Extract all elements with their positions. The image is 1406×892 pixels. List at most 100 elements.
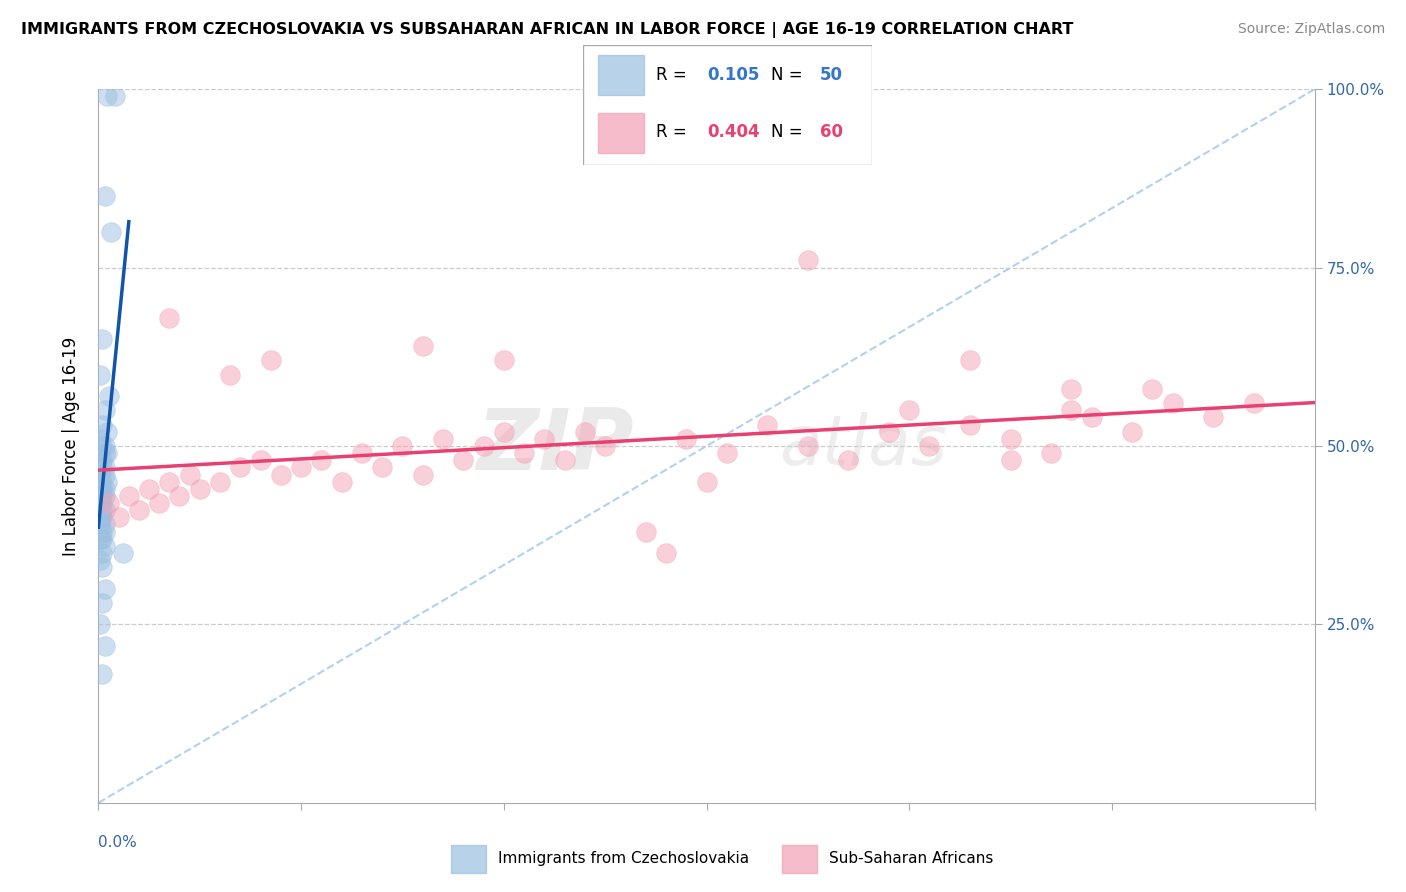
Point: [96, 425, 118, 439]
Point: [96, 89, 118, 103]
Point: [371, 460, 394, 475]
Point: [89, 467, 111, 482]
Point: [93, 524, 115, 539]
Point: [634, 524, 657, 539]
Point: [716, 446, 738, 460]
Point: [169, 489, 191, 503]
Point: [93, 639, 115, 653]
Point: [100, 225, 122, 239]
Point: [89, 517, 111, 532]
Point: [574, 425, 596, 439]
Point: [91, 417, 114, 432]
Point: [412, 339, 434, 353]
Text: atlas: atlas: [779, 412, 948, 480]
Point: [877, 425, 900, 439]
Point: [1000, 432, 1022, 446]
Point: [533, 432, 555, 446]
Point: [756, 417, 779, 432]
Text: Source: ZipAtlas.com: Source: ZipAtlas.com: [1237, 22, 1385, 37]
Point: [97, 389, 120, 403]
Point: [311, 453, 333, 467]
Text: ZIP: ZIP: [475, 404, 634, 488]
FancyBboxPatch shape: [583, 45, 872, 165]
Text: Immigrants from Czechoslovakia: Immigrants from Czechoslovakia: [498, 851, 749, 866]
Point: [1040, 446, 1063, 460]
Point: [157, 475, 180, 489]
Bar: [598, 55, 644, 95]
Point: [179, 467, 201, 482]
Point: [918, 439, 941, 453]
Point: [492, 425, 515, 439]
Point: [260, 353, 283, 368]
Point: [93, 539, 115, 553]
Point: [93, 517, 115, 532]
Text: 0.0%: 0.0%: [98, 835, 138, 850]
Point: [96, 446, 118, 460]
Point: [229, 460, 252, 475]
Point: [138, 482, 160, 496]
Point: [593, 439, 616, 453]
Point: [148, 496, 170, 510]
Point: [93, 446, 115, 460]
Point: [107, 510, 129, 524]
Point: [93, 189, 115, 203]
Point: [513, 446, 536, 460]
Point: [157, 310, 180, 325]
Point: [432, 432, 454, 446]
Point: [91, 524, 114, 539]
Bar: [451, 845, 486, 872]
Point: [104, 89, 127, 103]
Point: [89, 510, 111, 524]
Point: [93, 503, 115, 517]
Point: [219, 368, 242, 382]
Point: [93, 403, 115, 417]
Point: [959, 353, 981, 368]
Point: [89, 482, 111, 496]
Y-axis label: In Labor Force | Age 16-19: In Labor Force | Age 16-19: [62, 336, 80, 556]
Text: 0.105: 0.105: [707, 66, 759, 85]
Point: [412, 467, 434, 482]
Point: [1060, 382, 1083, 396]
Point: [89, 532, 111, 546]
Point: [91, 496, 114, 510]
Point: [492, 353, 515, 368]
Point: [89, 553, 111, 567]
Point: [128, 503, 150, 517]
Point: [91, 332, 114, 346]
Text: IMMIGRANTS FROM CZECHOSLOVAKIA VS SUBSAHARAN AFRICAN IN LABOR FORCE | AGE 16-19 : IMMIGRANTS FROM CZECHOSLOVAKIA VS SUBSAH…: [21, 22, 1073, 38]
Point: [249, 453, 271, 467]
Point: [1121, 425, 1143, 439]
Bar: [598, 113, 644, 153]
Point: [91, 453, 114, 467]
Point: [111, 546, 134, 560]
Point: [1243, 396, 1265, 410]
Text: 50: 50: [820, 66, 842, 85]
Point: [453, 453, 475, 467]
Text: N =: N =: [770, 123, 807, 141]
Point: [93, 482, 115, 496]
Point: [554, 453, 576, 467]
Point: [1142, 382, 1164, 396]
Point: [330, 475, 353, 489]
Point: [93, 439, 115, 453]
Point: [797, 439, 820, 453]
Point: [96, 475, 118, 489]
Point: [350, 446, 373, 460]
Text: 0.404: 0.404: [707, 123, 761, 141]
Point: [1000, 453, 1022, 467]
Text: R =: R =: [655, 123, 692, 141]
Point: [898, 403, 921, 417]
Point: [797, 253, 820, 268]
Point: [1080, 410, 1102, 425]
Point: [97, 496, 120, 510]
Point: [391, 439, 413, 453]
Point: [118, 489, 141, 503]
Point: [93, 489, 115, 503]
Point: [290, 460, 312, 475]
Point: [91, 560, 114, 574]
Bar: [782, 845, 817, 872]
Point: [93, 460, 115, 475]
Point: [91, 475, 114, 489]
Text: Sub-Saharan Africans: Sub-Saharan Africans: [830, 851, 994, 866]
Point: [91, 546, 114, 560]
